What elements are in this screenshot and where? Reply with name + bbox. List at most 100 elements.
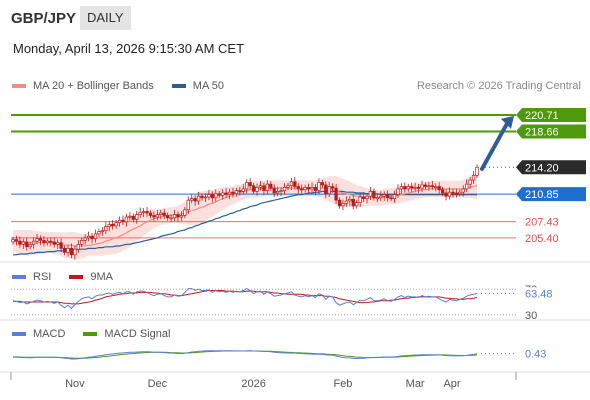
candle <box>73 245 77 260</box>
candle <box>420 180 424 192</box>
candle-body-down <box>440 189 445 194</box>
candle-body-down <box>25 241 29 248</box>
candle-body-up <box>100 230 105 233</box>
x-tick-label-nov: Nov <box>65 378 85 390</box>
candle <box>179 211 184 221</box>
candle <box>348 196 352 206</box>
candle-body-up <box>135 214 139 220</box>
candle-body-down <box>451 191 455 194</box>
candle-body-up <box>241 188 245 192</box>
candle-body-down <box>148 212 153 216</box>
period-button[interactable]: DAILY <box>80 6 131 30</box>
candle-body-down <box>454 192 459 195</box>
candle <box>42 236 46 247</box>
macd-line <box>12 350 478 360</box>
candle-body-up <box>279 190 283 192</box>
candle-body-down <box>320 182 324 186</box>
candle <box>176 211 180 222</box>
candle-body-down <box>444 192 448 197</box>
candle <box>155 209 160 221</box>
candle-body-up <box>73 248 77 256</box>
candle <box>471 171 476 184</box>
candle <box>76 240 80 253</box>
candle-body-down <box>18 240 22 245</box>
candle-body-up <box>310 186 314 190</box>
candle-body-down <box>210 194 214 199</box>
candle-body-up <box>221 192 225 196</box>
candle-body-up <box>227 191 232 195</box>
candle-body-up <box>420 184 424 189</box>
price-levels <box>11 113 516 239</box>
candle <box>293 176 297 190</box>
candle-body-up <box>344 200 349 204</box>
support-label-4: 207.43 <box>525 217 559 229</box>
candle-body-down <box>193 198 197 202</box>
candle-body-up <box>447 191 452 197</box>
candle <box>203 193 208 203</box>
candle-body-up <box>207 194 211 198</box>
candle <box>245 179 249 194</box>
candle-body-down <box>14 239 19 242</box>
candle <box>135 210 139 224</box>
candle <box>196 191 201 205</box>
candle <box>69 243 74 259</box>
candle-body-down <box>300 188 304 191</box>
candle-body-down <box>90 235 94 240</box>
candle-body-up <box>427 185 431 188</box>
rsi-ma-swatch <box>69 275 84 279</box>
candle <box>454 188 459 198</box>
candle-body-down <box>351 199 355 207</box>
candle <box>279 187 283 197</box>
candle <box>217 190 221 199</box>
candle-body-up <box>458 191 462 195</box>
candle-body-down <box>324 184 328 195</box>
macd-last-label: 0.43 <box>525 349 546 361</box>
candle <box>303 184 307 193</box>
candle <box>114 219 118 229</box>
candle-body-up <box>461 188 465 193</box>
candle <box>152 211 156 222</box>
candle <box>186 196 190 215</box>
candle <box>124 213 129 227</box>
candle <box>368 187 373 200</box>
rsi-panel: 703063.48 <box>11 284 560 322</box>
candle-body-down <box>176 214 180 218</box>
candle-body-down <box>293 181 297 187</box>
candle <box>355 199 359 209</box>
candle-body-down <box>430 185 434 188</box>
candle <box>207 189 211 201</box>
candle <box>21 238 25 250</box>
resistance-label-0-box <box>516 107 586 122</box>
x-tick-label-feb: Feb <box>333 378 352 390</box>
candle <box>90 233 94 244</box>
candle <box>262 182 266 196</box>
candle <box>145 207 149 217</box>
candle-body-up <box>35 238 39 242</box>
candle <box>313 184 318 196</box>
resistance-label-0: 220.71 <box>525 110 559 122</box>
candle-body-up <box>255 186 259 192</box>
target-arrow <box>480 115 514 171</box>
candle <box>258 180 263 191</box>
rsi-swatch <box>12 275 26 279</box>
candle <box>468 176 472 189</box>
candle-body-down <box>251 185 256 192</box>
x-tick-label-2026: 2026 <box>241 378 265 390</box>
target-arrow-shaft <box>480 119 510 171</box>
candle <box>80 237 84 248</box>
candle-body-down <box>38 238 43 241</box>
candle-body-up <box>303 186 307 191</box>
candle-body-up <box>392 194 397 199</box>
candle-body-up <box>104 226 108 232</box>
candle <box>265 179 269 195</box>
candle <box>56 239 60 250</box>
candle <box>221 189 225 200</box>
candle-body-up <box>186 199 190 211</box>
candle <box>403 182 407 193</box>
last-price-label-box <box>516 160 586 175</box>
candle-body-up <box>382 194 386 197</box>
candle-body-down <box>361 196 366 199</box>
candle <box>248 178 252 190</box>
candle <box>18 236 22 248</box>
pivot-label-box <box>516 187 586 202</box>
